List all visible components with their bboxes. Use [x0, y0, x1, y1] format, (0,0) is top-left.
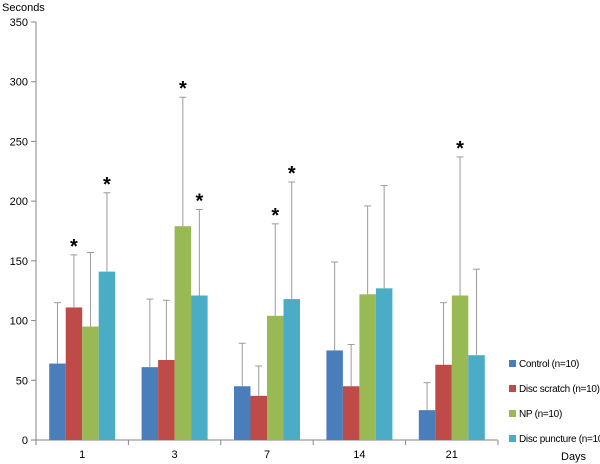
- x-tick-label: 7: [264, 449, 270, 461]
- significance-star: *: [179, 78, 187, 100]
- y-tick-label: 350: [10, 17, 28, 29]
- legend-swatch: [509, 410, 516, 417]
- x-axis: 1 3 7 14 21: [35, 439, 499, 461]
- y-tick-label: 200: [10, 196, 28, 208]
- y-tick-label: 150: [10, 256, 28, 268]
- y-tick-label: 50: [16, 375, 28, 387]
- y-tick-label: 0: [22, 435, 28, 447]
- legend-label: Control (n=10): [519, 359, 579, 370]
- y-axis: 0 50 100 150 200 250 300 350: [10, 17, 37, 447]
- bar: [283, 299, 300, 440]
- bar: [158, 359, 175, 440]
- bar: [82, 326, 99, 440]
- bar: [468, 355, 485, 440]
- bar: [375, 288, 393, 440]
- bar: [65, 307, 83, 440]
- x-tick-label: 3: [172, 449, 178, 461]
- bar: [98, 271, 116, 440]
- y-tick-label: 250: [10, 136, 28, 148]
- x-axis-title: Days: [561, 451, 587, 463]
- bar: [250, 395, 267, 440]
- bar: [435, 364, 452, 440]
- x-tick-label: 21: [446, 449, 458, 461]
- bar: [267, 315, 284, 440]
- bar: [191, 295, 208, 440]
- significance-star: *: [288, 163, 296, 185]
- bars: [49, 226, 485, 440]
- legend-label: Disc scratch (n=10): [519, 384, 600, 395]
- legend-label: NP (n=10): [519, 409, 562, 420]
- significance-markers: * * * * * * *: [70, 78, 464, 258]
- legend-swatch: [509, 435, 516, 442]
- bar: [359, 294, 376, 440]
- y-tick-label: 100: [10, 316, 28, 328]
- x-tick-label: 1: [79, 449, 85, 461]
- bar: [326, 350, 343, 440]
- bar: [451, 295, 469, 440]
- bar: [234, 386, 251, 440]
- significance-star: *: [195, 191, 203, 213]
- error-bars: [53, 96, 481, 411]
- y-tick-label: 300: [10, 77, 28, 89]
- x-tick-label: 14: [353, 449, 365, 461]
- significance-star: *: [456, 138, 464, 160]
- significance-star: *: [271, 205, 279, 227]
- bar: [174, 226, 192, 440]
- significance-star: *: [70, 236, 78, 258]
- bar: [342, 386, 360, 440]
- legend: Control (n=10) Disc scratch (n=10) NP (n=1…: [509, 359, 600, 445]
- legend-swatch: [509, 360, 516, 367]
- bar: [141, 367, 159, 440]
- y-axis-title: Seconds: [2, 2, 45, 14]
- bar: [418, 410, 436, 440]
- significance-star: *: [103, 174, 111, 196]
- bar: [49, 363, 66, 440]
- legend-swatch: [509, 385, 516, 392]
- legend-label: Disc puncture (n=10): [519, 434, 600, 445]
